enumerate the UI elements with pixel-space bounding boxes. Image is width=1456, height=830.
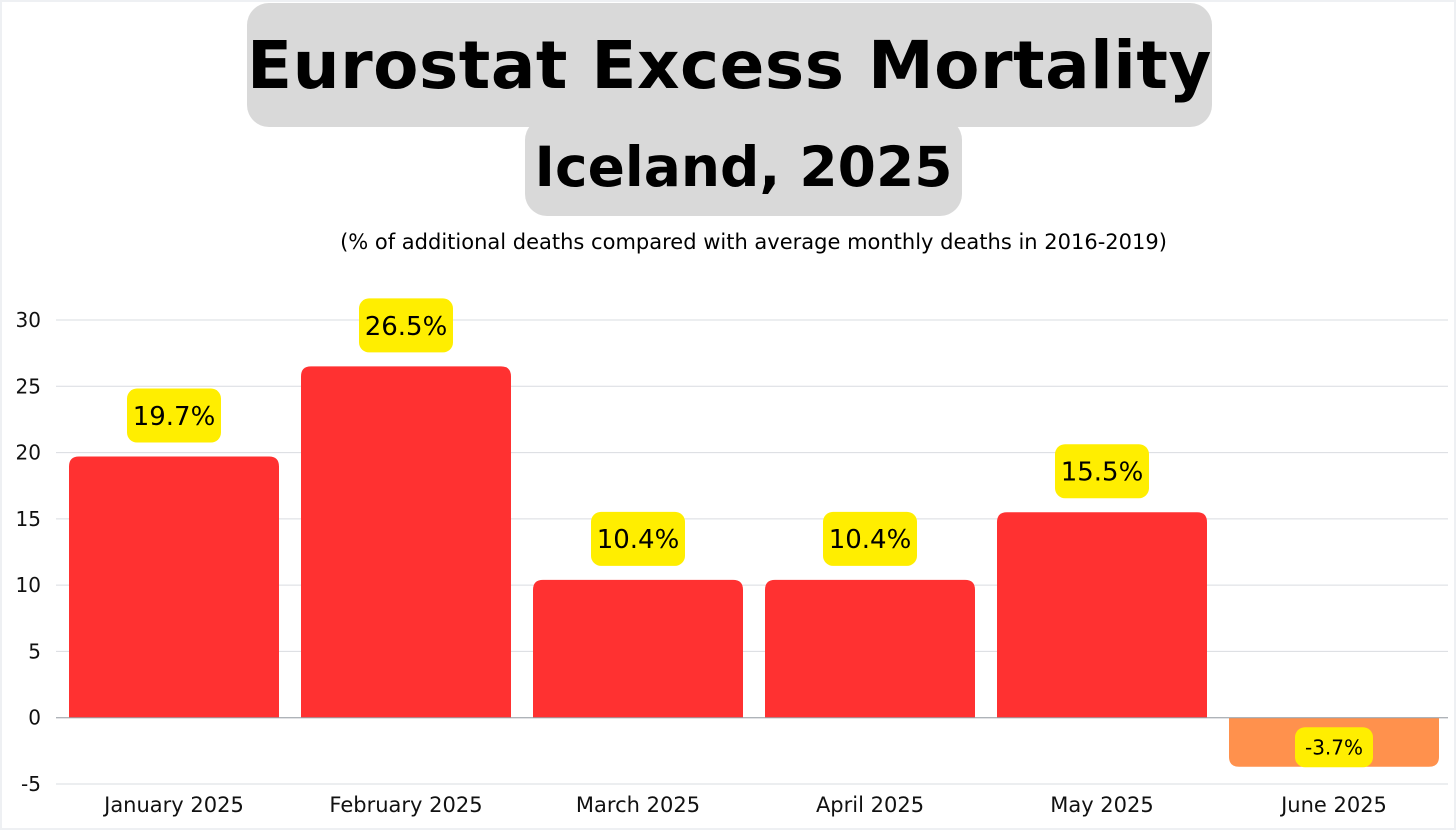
bar (533, 579, 743, 718)
y-tick-label: 25 (16, 374, 41, 398)
y-tick-label: 20 (16, 441, 41, 465)
chart-title-box: Eurostat Excess Mortality (247, 3, 1212, 127)
x-tick-label: June 2025 (1279, 793, 1387, 817)
bar (301, 366, 511, 718)
y-tick-label: 5 (28, 639, 41, 663)
chart-subtitle-box: Iceland, 2025 (525, 118, 962, 216)
data-label-highlight (823, 511, 917, 566)
bar (997, 512, 1207, 718)
y-tick-label: 10 (16, 573, 41, 597)
data-label-highlight (359, 298, 453, 353)
x-tick-label: February 2025 (329, 793, 482, 817)
y-tick-label: -5 (21, 772, 41, 796)
chart-subtitle: Iceland, 2025 (534, 135, 953, 199)
data-label: -3.7% (1305, 735, 1363, 759)
y-tick-label: 15 (16, 507, 41, 531)
chart-note: (% of additional deaths compared with av… (340, 230, 1167, 254)
data-label: 19.7% (133, 402, 216, 432)
bar (765, 579, 975, 718)
x-tick-label: January 2025 (102, 793, 244, 817)
data-label-highlight (127, 388, 221, 443)
data-label: 10.4% (597, 525, 680, 555)
data-label-highlight (1295, 727, 1373, 768)
data-label-highlight (591, 511, 685, 566)
data-label: 10.4% (829, 525, 912, 555)
data-label: 26.5% (365, 312, 448, 342)
data-label: 15.5% (1061, 458, 1144, 488)
x-tick-label: May 2025 (1050, 793, 1154, 817)
x-tick-label: April 2025 (816, 793, 924, 817)
x-tick-label: March 2025 (576, 793, 700, 817)
chart-title: Eurostat Excess Mortality (247, 26, 1212, 104)
y-tick-label: 0 (28, 706, 41, 730)
y-tick-label: 30 (16, 308, 41, 332)
bar (69, 456, 279, 718)
data-label-highlight (1055, 444, 1149, 499)
